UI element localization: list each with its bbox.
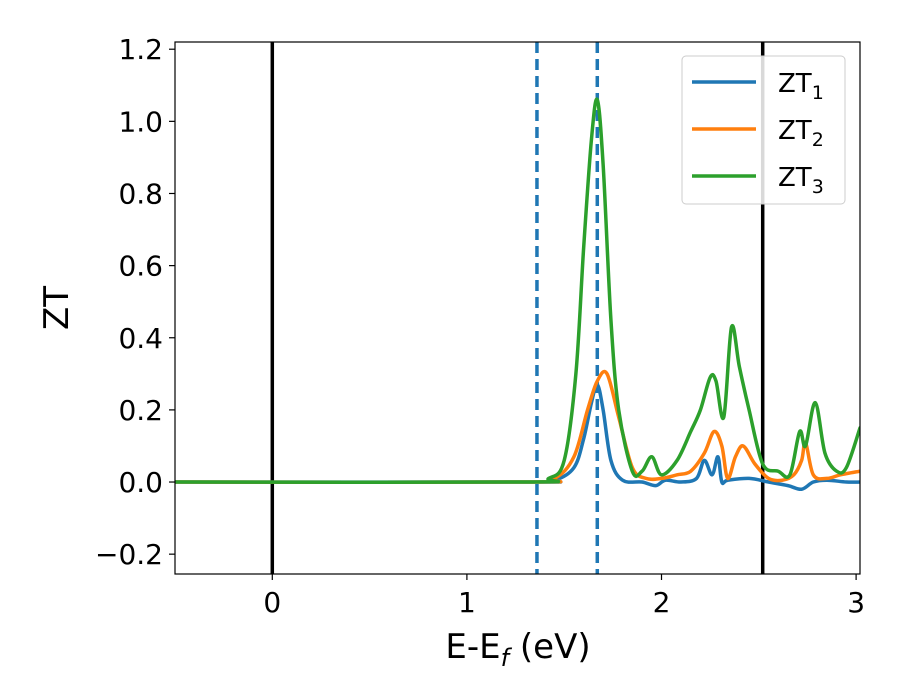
series-line-zt3 [175, 97, 860, 485]
x-axis-ticks: 0 1 2 3 [263, 574, 865, 619]
legend-label-zt2: ZT2 [778, 116, 824, 151]
y-tick-label: 0.0 [118, 466, 163, 499]
y-tick-label: 1.0 [118, 105, 163, 138]
legend-label-zt1: ZT1 [778, 69, 824, 104]
y-tick-label: −0.2 [95, 538, 163, 571]
x-tick-label: 3 [847, 586, 865, 619]
series-line-zt2 [175, 369, 860, 485]
y-tick-label: 0.6 [118, 250, 163, 283]
y-tick-label: 1.2 [118, 33, 163, 66]
y-axis-label: ZT [37, 286, 77, 330]
legend: ZT1 ZT2 ZT3 [681, 55, 846, 205]
x-axis-label: E-Ef (eV) [445, 627, 590, 672]
x-tick-label: 2 [653, 586, 671, 619]
legend-label-zt3: ZT3 [778, 163, 824, 198]
plot-frame [174, 41, 861, 575]
legend-box [681, 55, 846, 205]
y-axis-ticks: −0.2 0.0 0.2 0.4 0.6 0.8 1.0 1.2 [95, 33, 175, 571]
y-tick-label: 0.8 [118, 177, 163, 210]
series-line-zt1 [175, 382, 860, 492]
y-tick-label: 0.4 [118, 322, 163, 355]
y-tick-label: 0.2 [118, 394, 163, 427]
series-lines [175, 97, 860, 492]
x-tick-label: 1 [458, 586, 476, 619]
x-tick-label: 0 [263, 586, 281, 619]
